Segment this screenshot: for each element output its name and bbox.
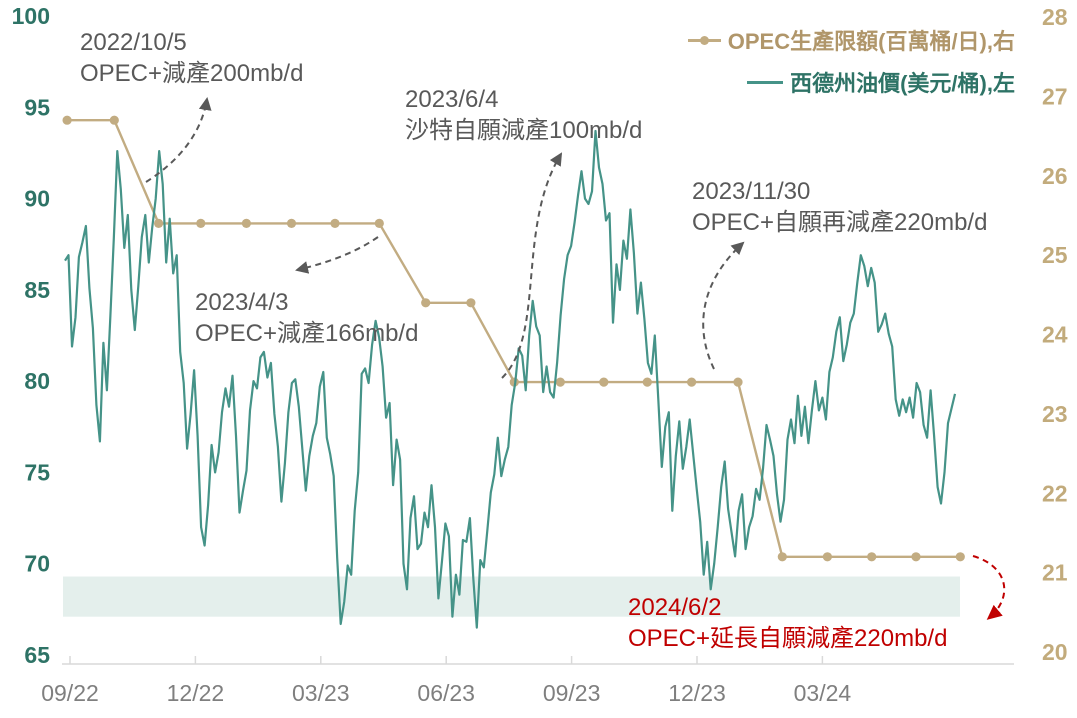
opec-quota-marker	[286, 218, 297, 228]
annotation-text: OPEC+延長自願減產220mb/d	[628, 625, 948, 652]
annotation-date: 2024/6/2	[628, 594, 722, 621]
opec-quota-marker	[777, 552, 787, 562]
right-axis-label: 23	[1042, 401, 1068, 427]
right-axis-label: 28	[1042, 4, 1068, 30]
annotation-date: 2022/10/5	[80, 29, 187, 56]
opec-quota-marker	[867, 552, 877, 562]
arrow-2022-10-5	[145, 97, 212, 183]
right-axis-label: 26	[1042, 163, 1068, 189]
annotation-2023-4-3: 2023/4/3 OPEC+減產166mb/d	[195, 287, 418, 349]
opec-quota-marker	[330, 218, 340, 228]
opec-quota-marker	[687, 377, 697, 387]
opec-quota-marker	[374, 218, 384, 228]
arrow-2023-11-30	[702, 241, 745, 370]
annotation-2022-10-5: 2022/10/5 OPEC+減產200mb/d	[80, 27, 303, 89]
opec-quota-marker	[733, 377, 743, 387]
legend-label-opec: OPEC生產限額(百萬桶/日),右	[727, 29, 1015, 54]
opec-quota-marker	[642, 377, 652, 387]
arrow-2023-6-4	[501, 152, 563, 379]
support-band	[63, 576, 960, 617]
annotation-text: OPEC+減產200mb/d	[80, 60, 304, 87]
annotation-text: OPEC+自願再減產220mb/d	[692, 209, 988, 236]
left-axis-label: 100	[12, 3, 50, 29]
annotation-date: 2023/4/3	[195, 289, 289, 316]
x-axis-label: 09/23	[543, 680, 601, 706]
opec-quota-marker	[955, 552, 965, 562]
right-axis-label: 25	[1042, 242, 1068, 268]
annotation-date: 2023/11/30	[692, 178, 811, 205]
opec-quota-marker	[196, 218, 206, 228]
right-axis-label: 21	[1042, 560, 1068, 586]
annotation-text: OPEC+減產166mb/d	[195, 320, 419, 347]
annotation-text: 沙特自願減產100mb/d	[405, 117, 643, 144]
annotation-date: 2023/6/4	[405, 86, 499, 113]
opec-quota-marker	[911, 552, 921, 562]
left-axis-label: 65	[24, 642, 50, 668]
opec-quota-marker	[109, 115, 119, 125]
x-axis-label: 12/22	[167, 680, 225, 706]
arrow-2024-6-2	[972, 555, 1006, 620]
legend-item-wti-price: 西德州油價(美元/桶),左	[747, 66, 1015, 98]
right-axis-label: 22	[1042, 480, 1068, 506]
opec-quota-marker	[421, 298, 431, 308]
annotation-2023-6-4: 2023/6/4 沙特自願減產100mb/d	[405, 84, 642, 146]
x-axis-label: 03/24	[794, 680, 852, 706]
x-axis-label: 03/23	[292, 680, 350, 706]
left-axis-label: 95	[24, 94, 50, 120]
opec-line-dot-icon	[687, 35, 721, 45]
right-axis-label: 24	[1042, 322, 1068, 348]
left-axis-label: 75	[24, 459, 50, 485]
x-axis-label: 12/23	[668, 680, 726, 706]
opec-quota-marker	[62, 115, 72, 125]
left-axis-label: 70	[24, 551, 50, 577]
right-axis-label: 20	[1042, 639, 1068, 665]
x-axis-label: 06/23	[417, 680, 475, 706]
wti-price-line	[64, 129, 957, 629]
opec-quota-marker	[466, 298, 476, 308]
right-axis-label: 27	[1042, 83, 1068, 109]
wti-line-icon	[747, 80, 784, 84]
opec-quota-marker	[599, 377, 609, 387]
opec-quota-marker	[241, 218, 251, 228]
opec-quota-marker	[555, 377, 565, 387]
annotation-2024-6-2: 2024/6/2 OPEC+延長自願減產220mb/d	[628, 592, 947, 654]
opec-quota-marker	[822, 552, 833, 562]
x-axis-label: 09/22	[41, 680, 99, 706]
left-axis-label: 90	[24, 186, 50, 212]
chart-legend: OPEC生產限額(百萬桶/日),右 西德州油價(美元/桶),左	[687, 24, 1015, 98]
arrow-2023-4-3	[295, 236, 379, 274]
opec-quota-marker	[154, 218, 164, 228]
legend-label-wti: 西德州油價(美元/桶),左	[790, 71, 1015, 96]
annotation-2023-11-30: 2023/11/30 OPEC+自願再減產220mb/d	[692, 176, 987, 238]
legend-item-opec-quota: OPEC生產限額(百萬桶/日),右	[687, 24, 1015, 56]
left-axis-label: 85	[24, 277, 50, 303]
left-axis-label: 80	[24, 368, 50, 394]
